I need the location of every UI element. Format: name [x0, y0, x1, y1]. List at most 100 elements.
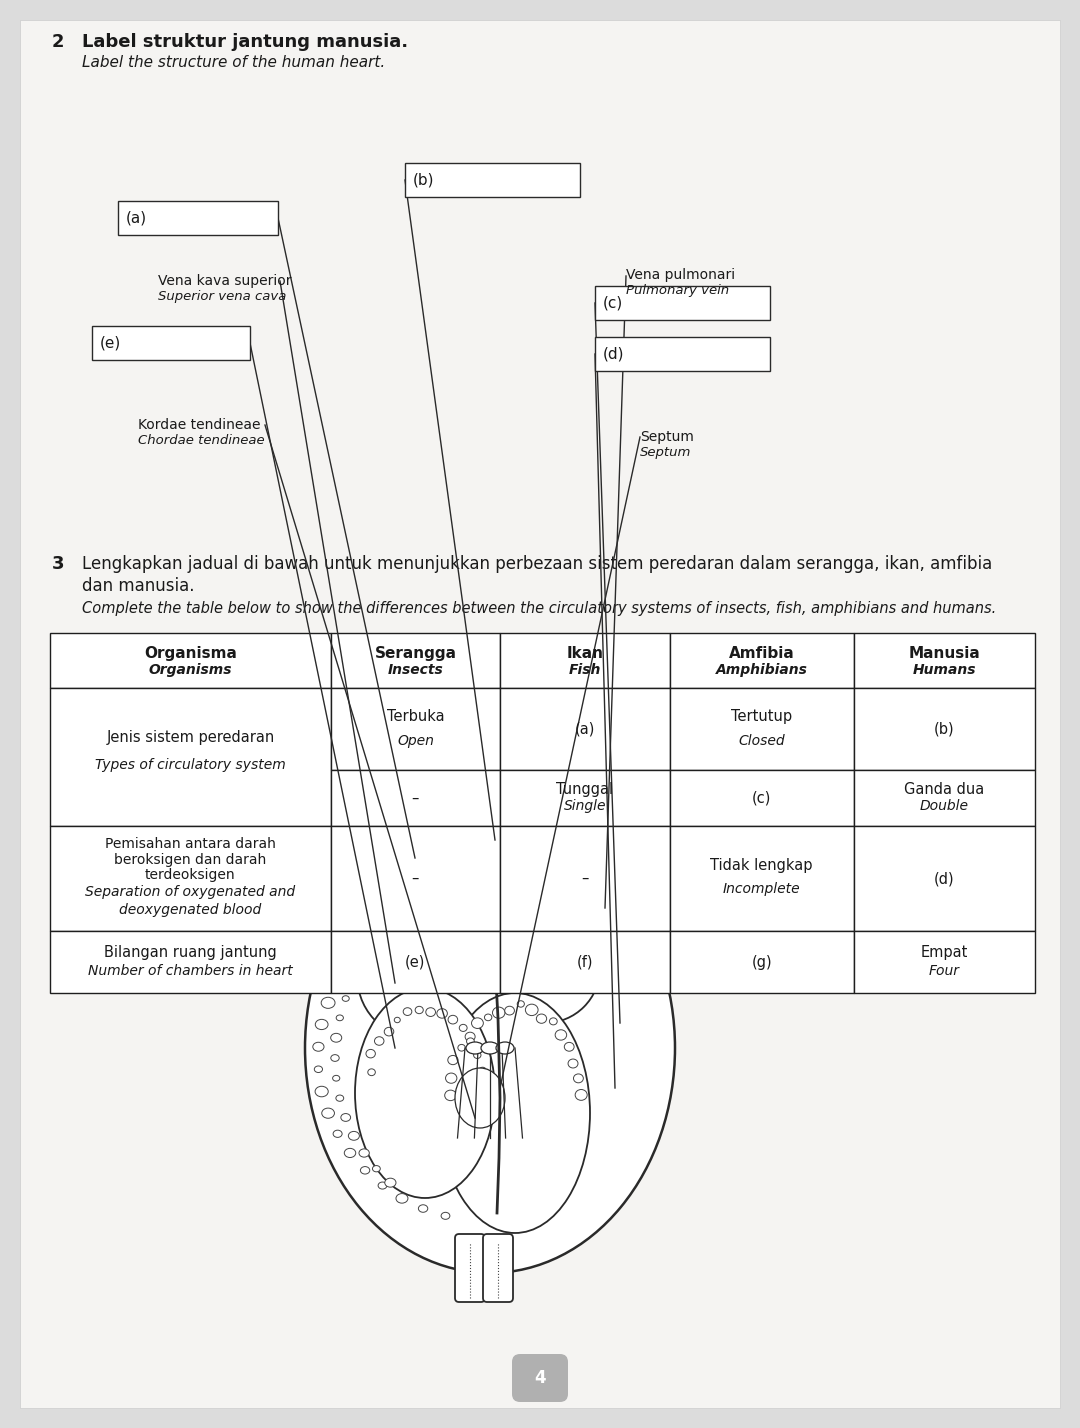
Text: beroksigen dan darah: beroksigen dan darah — [114, 853, 267, 867]
Ellipse shape — [529, 925, 537, 932]
FancyBboxPatch shape — [330, 770, 500, 825]
Ellipse shape — [409, 927, 418, 935]
Ellipse shape — [436, 927, 464, 950]
Ellipse shape — [554, 925, 561, 931]
Ellipse shape — [378, 1182, 387, 1190]
Ellipse shape — [517, 1001, 525, 1007]
Ellipse shape — [472, 1018, 484, 1028]
FancyBboxPatch shape — [500, 688, 670, 770]
Ellipse shape — [315, 1087, 328, 1097]
FancyBboxPatch shape — [670, 688, 854, 770]
Ellipse shape — [455, 932, 462, 941]
Text: (c): (c) — [752, 791, 771, 805]
Ellipse shape — [419, 925, 427, 934]
FancyBboxPatch shape — [854, 825, 1035, 931]
Text: (b): (b) — [934, 721, 955, 737]
FancyBboxPatch shape — [405, 163, 580, 197]
Ellipse shape — [471, 941, 480, 950]
Ellipse shape — [386, 940, 395, 948]
FancyBboxPatch shape — [330, 825, 500, 931]
Text: (b): (b) — [413, 173, 434, 187]
Ellipse shape — [346, 960, 354, 967]
Ellipse shape — [376, 944, 386, 952]
Text: Manusia: Manusia — [908, 645, 981, 661]
FancyBboxPatch shape — [670, 770, 854, 825]
Ellipse shape — [556, 875, 584, 900]
Text: Terbuka: Terbuka — [387, 710, 444, 724]
Text: Ganda dua: Ganda dua — [904, 783, 985, 797]
Text: Incomplete: Incomplete — [723, 883, 800, 895]
FancyBboxPatch shape — [365, 740, 405, 867]
Ellipse shape — [403, 1008, 411, 1015]
Ellipse shape — [600, 851, 629, 875]
FancyBboxPatch shape — [854, 770, 1035, 825]
Ellipse shape — [350, 977, 359, 984]
Text: Tidak lengkap: Tidak lengkap — [711, 858, 813, 874]
Text: Ikan: Ikan — [566, 645, 604, 661]
Ellipse shape — [370, 951, 380, 960]
Text: Four: Four — [929, 964, 960, 978]
Text: Amfibia: Amfibia — [729, 645, 795, 661]
Ellipse shape — [359, 1150, 369, 1157]
Text: Pemisahan antara darah: Pemisahan antara darah — [105, 837, 275, 851]
Text: Types of circulatory system: Types of circulatory system — [95, 758, 286, 773]
Text: Complete the table below to show the differences between the circulatory systems: Complete the table below to show the dif… — [82, 601, 996, 615]
Ellipse shape — [359, 941, 372, 951]
Ellipse shape — [361, 960, 368, 965]
Ellipse shape — [373, 1165, 380, 1172]
Ellipse shape — [368, 724, 402, 745]
Text: dan manusia.: dan manusia. — [82, 577, 194, 595]
Ellipse shape — [437, 922, 446, 932]
Ellipse shape — [473, 940, 508, 967]
Ellipse shape — [440, 992, 590, 1232]
Ellipse shape — [513, 931, 521, 938]
Ellipse shape — [492, 1007, 505, 1018]
Text: Humans: Humans — [913, 664, 976, 677]
FancyBboxPatch shape — [330, 633, 500, 688]
Ellipse shape — [594, 824, 626, 853]
Ellipse shape — [349, 1131, 360, 1140]
Ellipse shape — [448, 1015, 458, 1024]
Text: (f): (f) — [577, 954, 593, 970]
Ellipse shape — [447, 924, 457, 934]
Ellipse shape — [568, 931, 576, 940]
Ellipse shape — [394, 1017, 401, 1022]
Ellipse shape — [525, 1004, 538, 1015]
Ellipse shape — [315, 1020, 328, 1030]
Ellipse shape — [576, 1090, 588, 1101]
Ellipse shape — [537, 1014, 546, 1024]
FancyBboxPatch shape — [92, 326, 249, 360]
Ellipse shape — [336, 1095, 343, 1101]
Ellipse shape — [387, 931, 394, 937]
FancyBboxPatch shape — [854, 688, 1035, 770]
FancyBboxPatch shape — [500, 770, 670, 825]
Ellipse shape — [314, 1065, 323, 1072]
Text: Serangga: Serangga — [375, 645, 457, 661]
Text: Vena kava superior: Vena kava superior — [158, 274, 292, 288]
Text: –: – — [581, 871, 589, 885]
Ellipse shape — [458, 1044, 465, 1051]
Ellipse shape — [333, 978, 342, 987]
FancyBboxPatch shape — [483, 1234, 513, 1302]
Ellipse shape — [333, 1075, 340, 1081]
Ellipse shape — [313, 1042, 324, 1051]
Ellipse shape — [426, 1008, 435, 1017]
Text: 2: 2 — [52, 33, 65, 51]
Text: Double: Double — [920, 800, 969, 814]
Ellipse shape — [436, 1008, 447, 1018]
Ellipse shape — [341, 1114, 351, 1121]
FancyBboxPatch shape — [118, 201, 278, 236]
Ellipse shape — [384, 1178, 396, 1187]
Text: Superior vena cava: Superior vena cava — [158, 290, 286, 303]
Ellipse shape — [330, 1034, 341, 1042]
Text: Septum: Septum — [640, 430, 693, 444]
FancyBboxPatch shape — [21, 20, 1059, 1408]
Ellipse shape — [397, 914, 406, 921]
Text: (e): (e) — [405, 954, 426, 970]
FancyBboxPatch shape — [595, 337, 770, 371]
Ellipse shape — [355, 988, 495, 1198]
Ellipse shape — [361, 1167, 369, 1174]
Ellipse shape — [565, 1042, 575, 1051]
Text: Insects: Insects — [388, 664, 443, 677]
Ellipse shape — [464, 937, 471, 942]
